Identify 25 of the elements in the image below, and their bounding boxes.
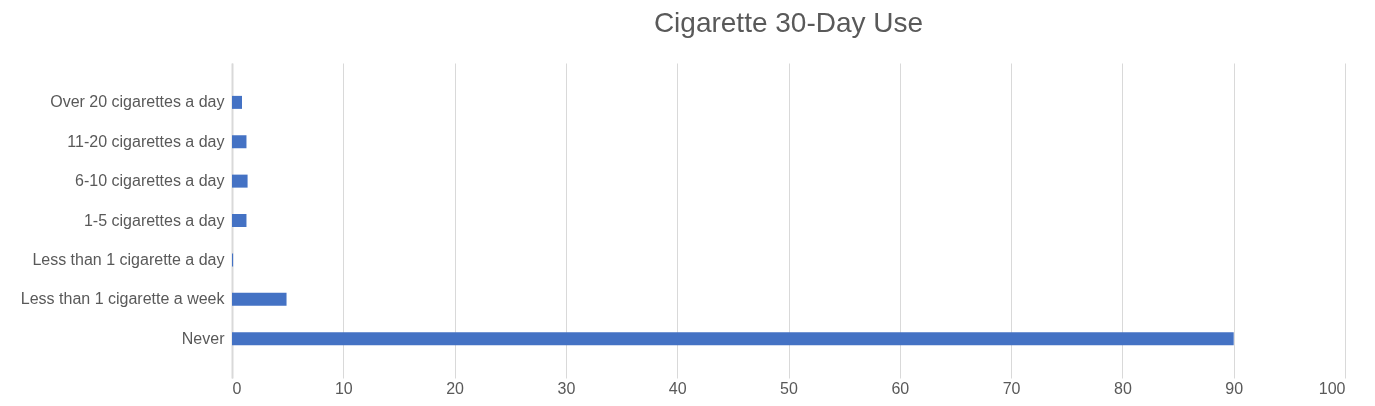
x-tick-label: 30 (557, 379, 576, 397)
x-tick-label: 80 (1114, 379, 1132, 397)
x-tick-label: 0 (232, 379, 242, 397)
bar (232, 292, 287, 306)
y-tick-label: Less than 1 cigarette a week (20, 290, 226, 308)
bar (232, 174, 248, 188)
x-tick-label: 50 (780, 379, 798, 397)
x-tick-label: 60 (891, 379, 910, 397)
x-tick-label: 10 (334, 379, 353, 397)
y-tick-label: Never (181, 329, 226, 347)
x-tick-label: 20 (446, 379, 465, 397)
y-tick-label: 1-5 cigarettes a day (83, 211, 225, 229)
chart-title: Cigarette 30-Day Use (653, 7, 924, 38)
bar (232, 135, 247, 149)
bar (232, 214, 247, 227)
y-tick-label: Over 20 cigarettes a day (50, 93, 225, 111)
y-tick-label: Less than 1 cigarette a day (32, 250, 225, 268)
bar (232, 332, 1234, 346)
x-tick-label: 90 (1225, 379, 1244, 397)
y-tick-label: 11-20 cigarettes a day (67, 132, 225, 150)
x-tick-label: 40 (668, 379, 687, 397)
bar (232, 95, 243, 109)
x-tick-label: 70 (1002, 379, 1021, 397)
x-tick-label: 100 (1318, 379, 1346, 397)
y-tick-label: 6-10 cigarettes a day (75, 172, 225, 190)
